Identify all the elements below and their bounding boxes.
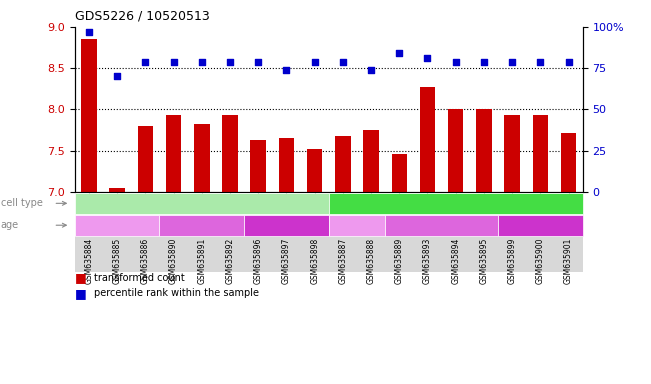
- Point: [309, 58, 320, 65]
- Bar: [81, 39, 97, 192]
- Point: [507, 58, 518, 65]
- Point: [338, 58, 348, 65]
- Bar: [222, 115, 238, 192]
- Bar: [335, 136, 351, 192]
- Bar: [194, 124, 210, 192]
- Bar: [533, 115, 548, 192]
- Point: [366, 67, 376, 73]
- Bar: [137, 126, 153, 192]
- Text: 14 mo: 14 mo: [186, 220, 217, 230]
- Text: 18 mo: 18 mo: [271, 220, 302, 230]
- Point: [422, 55, 433, 61]
- Text: percentile rank within the sample: percentile rank within the sample: [94, 288, 259, 298]
- Text: GSM635897: GSM635897: [282, 238, 291, 284]
- Text: GSM635888: GSM635888: [367, 238, 376, 284]
- Bar: [476, 109, 492, 192]
- Text: epididymal adipocyte: epididymal adipocyte: [403, 198, 508, 209]
- Point: [563, 58, 574, 65]
- Point: [535, 58, 546, 65]
- Text: GDS5226 / 10520513: GDS5226 / 10520513: [75, 10, 210, 23]
- Text: GSM635896: GSM635896: [254, 238, 263, 284]
- Point: [394, 50, 404, 56]
- Point: [450, 58, 461, 65]
- Point: [281, 67, 292, 73]
- Text: GSM635889: GSM635889: [395, 238, 404, 284]
- Bar: [391, 154, 407, 192]
- Text: GSM635900: GSM635900: [536, 238, 545, 284]
- Text: GSM635895: GSM635895: [479, 238, 488, 284]
- Text: bone marrow adipocyte: bone marrow adipocyte: [144, 198, 260, 209]
- Point: [169, 58, 179, 65]
- Bar: [279, 138, 294, 192]
- Text: GSM635898: GSM635898: [310, 238, 319, 284]
- Point: [112, 73, 122, 79]
- Text: cell type: cell type: [1, 198, 42, 209]
- Text: transformed count: transformed count: [94, 273, 185, 283]
- Text: GSM635891: GSM635891: [197, 238, 206, 284]
- Text: GSM635899: GSM635899: [508, 238, 517, 284]
- Bar: [505, 115, 520, 192]
- Point: [140, 58, 150, 65]
- Bar: [251, 140, 266, 192]
- Text: GSM635890: GSM635890: [169, 238, 178, 284]
- Text: age: age: [1, 220, 19, 230]
- Bar: [307, 149, 322, 192]
- Text: GSM635887: GSM635887: [339, 238, 348, 284]
- Bar: [363, 130, 379, 192]
- Text: GSM635886: GSM635886: [141, 238, 150, 284]
- Bar: [109, 188, 125, 192]
- Point: [478, 58, 489, 65]
- Text: ■: ■: [75, 271, 87, 285]
- Text: GSM635892: GSM635892: [225, 238, 234, 284]
- Bar: [166, 115, 182, 192]
- Text: 6 mo: 6 mo: [105, 220, 130, 230]
- Point: [225, 58, 235, 65]
- Point: [84, 29, 94, 35]
- Bar: [420, 87, 436, 192]
- Text: GSM635884: GSM635884: [85, 238, 94, 284]
- Text: 6 mo: 6 mo: [344, 220, 369, 230]
- Text: GSM635893: GSM635893: [423, 238, 432, 284]
- Text: 14 mo: 14 mo: [426, 220, 457, 230]
- Bar: [561, 132, 576, 192]
- Text: 18 mo: 18 mo: [525, 220, 556, 230]
- Point: [253, 58, 264, 65]
- Text: GSM635885: GSM635885: [113, 238, 122, 284]
- Text: GSM635894: GSM635894: [451, 238, 460, 284]
- Text: ■: ■: [75, 287, 87, 300]
- Point: [197, 58, 207, 65]
- Text: GSM635901: GSM635901: [564, 238, 573, 284]
- Bar: [448, 109, 464, 192]
